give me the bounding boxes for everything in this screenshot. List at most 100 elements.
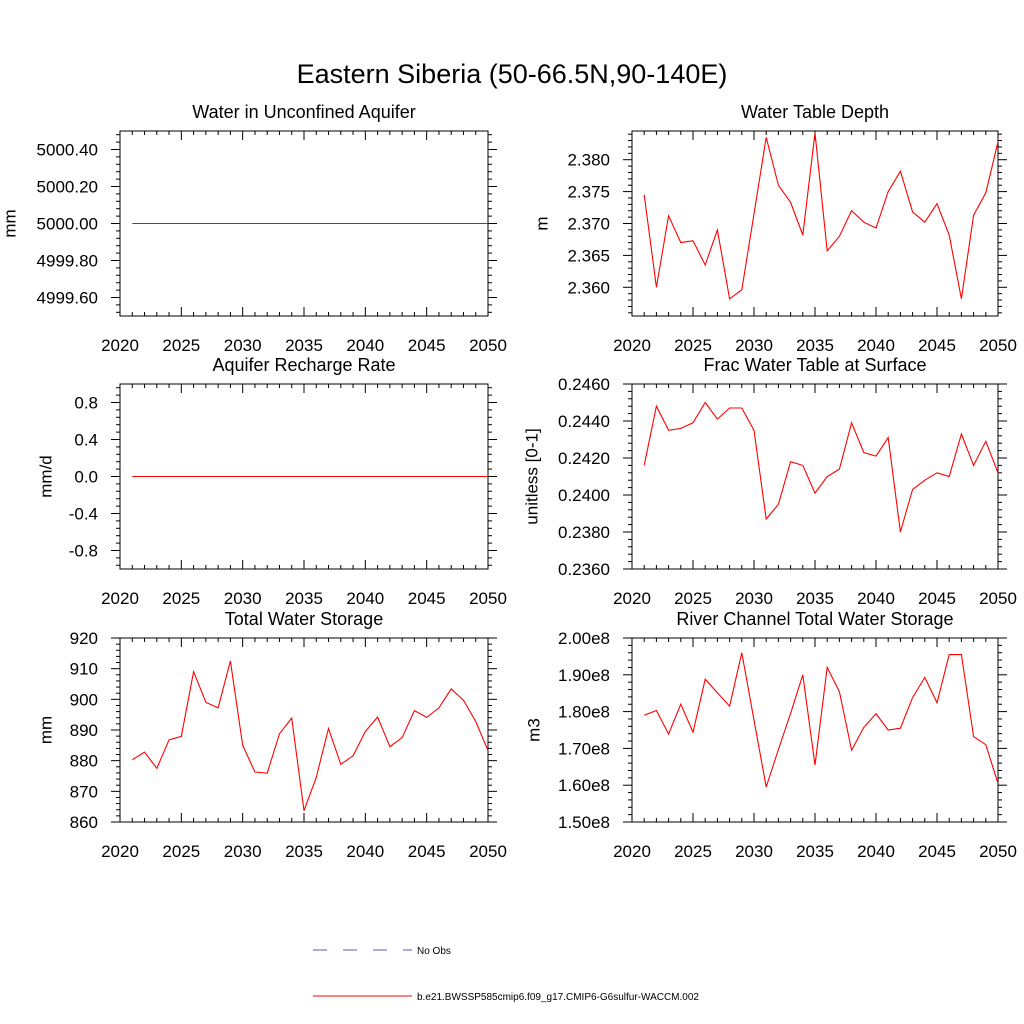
x-tick-label: 2020: [101, 842, 139, 861]
y-tick-label: 0.8: [74, 394, 98, 413]
y-tick-label: 0.2380: [558, 523, 610, 542]
x-tick-label: 2045: [918, 842, 956, 861]
x-tick-label: 2040: [346, 336, 384, 355]
y-tick-label: 5000.20: [37, 178, 98, 197]
x-tick-label: 2025: [162, 336, 200, 355]
y-tick-label: -0.8: [69, 542, 98, 561]
series-line-1: [643, 652, 999, 788]
x-tick-label: 2035: [796, 336, 834, 355]
x-tick-label: 2030: [735, 842, 773, 861]
x-tick-label: 2045: [408, 589, 446, 608]
x-tick-label: 2035: [285, 336, 323, 355]
chart-panel-2: Water Table Depth 2020 2025 2030 2035 2040 204…: [532, 102, 1016, 355]
y-tick-label: 2.360: [567, 278, 610, 297]
y-tick-label: 910: [70, 660, 98, 679]
y-tick-label: 0.2440: [558, 412, 610, 431]
y-tick-label: 2.00e8: [558, 629, 610, 648]
x-tick-label: 2050: [979, 589, 1017, 608]
x-tick-label: 2035: [796, 589, 834, 608]
y-tick-label: 890: [70, 721, 98, 740]
x-tick-label: 2020: [613, 842, 651, 861]
x-tick-label: 2025: [162, 589, 200, 608]
plot-frame: [631, 130, 999, 317]
y-axis-label: mm: [36, 716, 55, 744]
panel-title: Total Water Storage: [225, 609, 383, 629]
plot-frame: [631, 383, 999, 570]
legend: No Obs b.e21.BWSSP585cmip6.f09_g17.CMIP6-…: [313, 946, 699, 1003]
x-tick-label: 2035: [285, 842, 323, 861]
series-line-1: [643, 132, 999, 300]
x-tick-label: 2025: [674, 589, 712, 608]
panel-title: River Channel Total Water Storage: [676, 609, 953, 629]
y-axis-label: mm/d: [36, 455, 55, 498]
y-tick-label: 0.2460: [558, 375, 610, 394]
y-tick-label: 0.0: [74, 468, 98, 487]
x-tick-label: 2040: [857, 842, 895, 861]
x-tick-label: 2020: [101, 589, 139, 608]
y-tick-label: 1.80e8: [558, 703, 610, 722]
y-tick-label: 2.380: [567, 151, 610, 170]
y-tick-label: 2.370: [567, 215, 610, 234]
panel-title: Water Table Depth: [741, 102, 889, 122]
series-line-1: [643, 401, 999, 533]
y-axis-label: mm: [0, 209, 19, 237]
y-tick-label: 1.50e8: [558, 813, 610, 832]
x-tick-label: 2030: [735, 336, 773, 355]
panel-title: Frac Water Table at Surface: [703, 355, 926, 375]
x-tick-label: 2040: [857, 589, 895, 608]
x-tick-label: 2025: [162, 842, 200, 861]
x-tick-label: 2050: [469, 336, 507, 355]
chart-panel-5: Total Water Storage 2020 2025 2030 2035 2040 2…: [36, 609, 506, 861]
main-title: Eastern Siberia (50-66.5N,90-140E): [297, 59, 728, 89]
x-tick-label: 2030: [735, 589, 773, 608]
y-tick-label: 900: [70, 690, 98, 709]
y-tick-label: 870: [70, 782, 98, 801]
x-tick-label: 2035: [796, 842, 834, 861]
x-tick-label: 2050: [469, 589, 507, 608]
x-tick-label: 2050: [979, 842, 1017, 861]
x-tick-label: 2030: [224, 336, 262, 355]
chart-panel-6: River Channel Total Water Storage 2020 202…: [524, 609, 1016, 861]
y-tick-label: 920: [70, 629, 98, 648]
plot-frame: [119, 637, 489, 823]
y-tick-label: 0.2360: [558, 560, 610, 579]
y-tick-label: 2.365: [567, 246, 610, 265]
x-tick-label: 2050: [469, 842, 507, 861]
y-tick-label: 4999.80: [37, 252, 98, 271]
x-tick-label: 2030: [224, 589, 262, 608]
legend-label-2: b.e21.BWSSP585cmip6.f09_g17.CMIP6-G6sulf…: [417, 992, 699, 1003]
y-axis-label: m3: [524, 718, 543, 742]
y-tick-label: 0.2400: [558, 486, 610, 505]
x-tick-label: 2045: [408, 336, 446, 355]
y-tick-label: 5000.00: [37, 215, 98, 234]
y-tick-label: 1.60e8: [558, 776, 610, 795]
y-tick-label: 0.2420: [558, 449, 610, 468]
y-tick-label: -0.4: [69, 505, 98, 524]
chart-panel-4: Frac Water Table at Surface 2020 2025 2030 2…: [522, 355, 1016, 608]
y-tick-label: 2.375: [567, 183, 610, 202]
x-tick-label: 2020: [613, 589, 651, 608]
x-tick-label: 2020: [613, 336, 651, 355]
panel-title: Aquifer Recharge Rate: [212, 355, 395, 375]
chart-panel-1: Water in Unconfined Aquifer 2020 2025 2030 2…: [0, 102, 506, 355]
x-tick-label: 2050: [979, 336, 1017, 355]
x-tick-label: 2030: [224, 842, 262, 861]
y-tick-label: 1.70e8: [558, 739, 610, 758]
chart-panel-3: Aquifer Recharge Rate 2020 2025 2030 2035 204…: [36, 355, 506, 608]
x-tick-label: 2035: [285, 589, 323, 608]
x-tick-label: 2045: [408, 842, 446, 861]
x-tick-label: 2025: [674, 842, 712, 861]
x-tick-label: 2025: [674, 336, 712, 355]
x-tick-label: 2040: [857, 336, 895, 355]
y-tick-label: 880: [70, 752, 98, 771]
y-tick-label: 1.90e8: [558, 666, 610, 685]
legend-label-1: No Obs: [417, 946, 451, 957]
panel-title: Water in Unconfined Aquifer: [192, 102, 415, 122]
plot-frame: [631, 637, 999, 823]
y-tick-label: 5000.40: [37, 141, 98, 160]
x-tick-label: 2045: [918, 589, 956, 608]
x-tick-label: 2020: [101, 336, 139, 355]
y-tick-label: 4999.60: [37, 289, 98, 308]
y-tick-label: 0.4: [74, 431, 98, 450]
